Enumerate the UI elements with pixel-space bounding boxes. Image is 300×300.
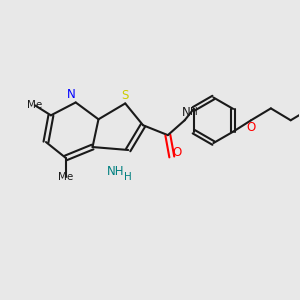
Text: H: H (190, 107, 197, 117)
Text: Me: Me (58, 172, 74, 182)
Text: H: H (124, 172, 132, 182)
Text: N: N (68, 88, 76, 101)
Text: Me: Me (27, 100, 43, 110)
Text: S: S (122, 89, 129, 102)
Text: N: N (182, 106, 191, 119)
Text: O: O (172, 146, 182, 160)
Text: NH: NH (106, 165, 124, 178)
Text: O: O (246, 121, 256, 134)
